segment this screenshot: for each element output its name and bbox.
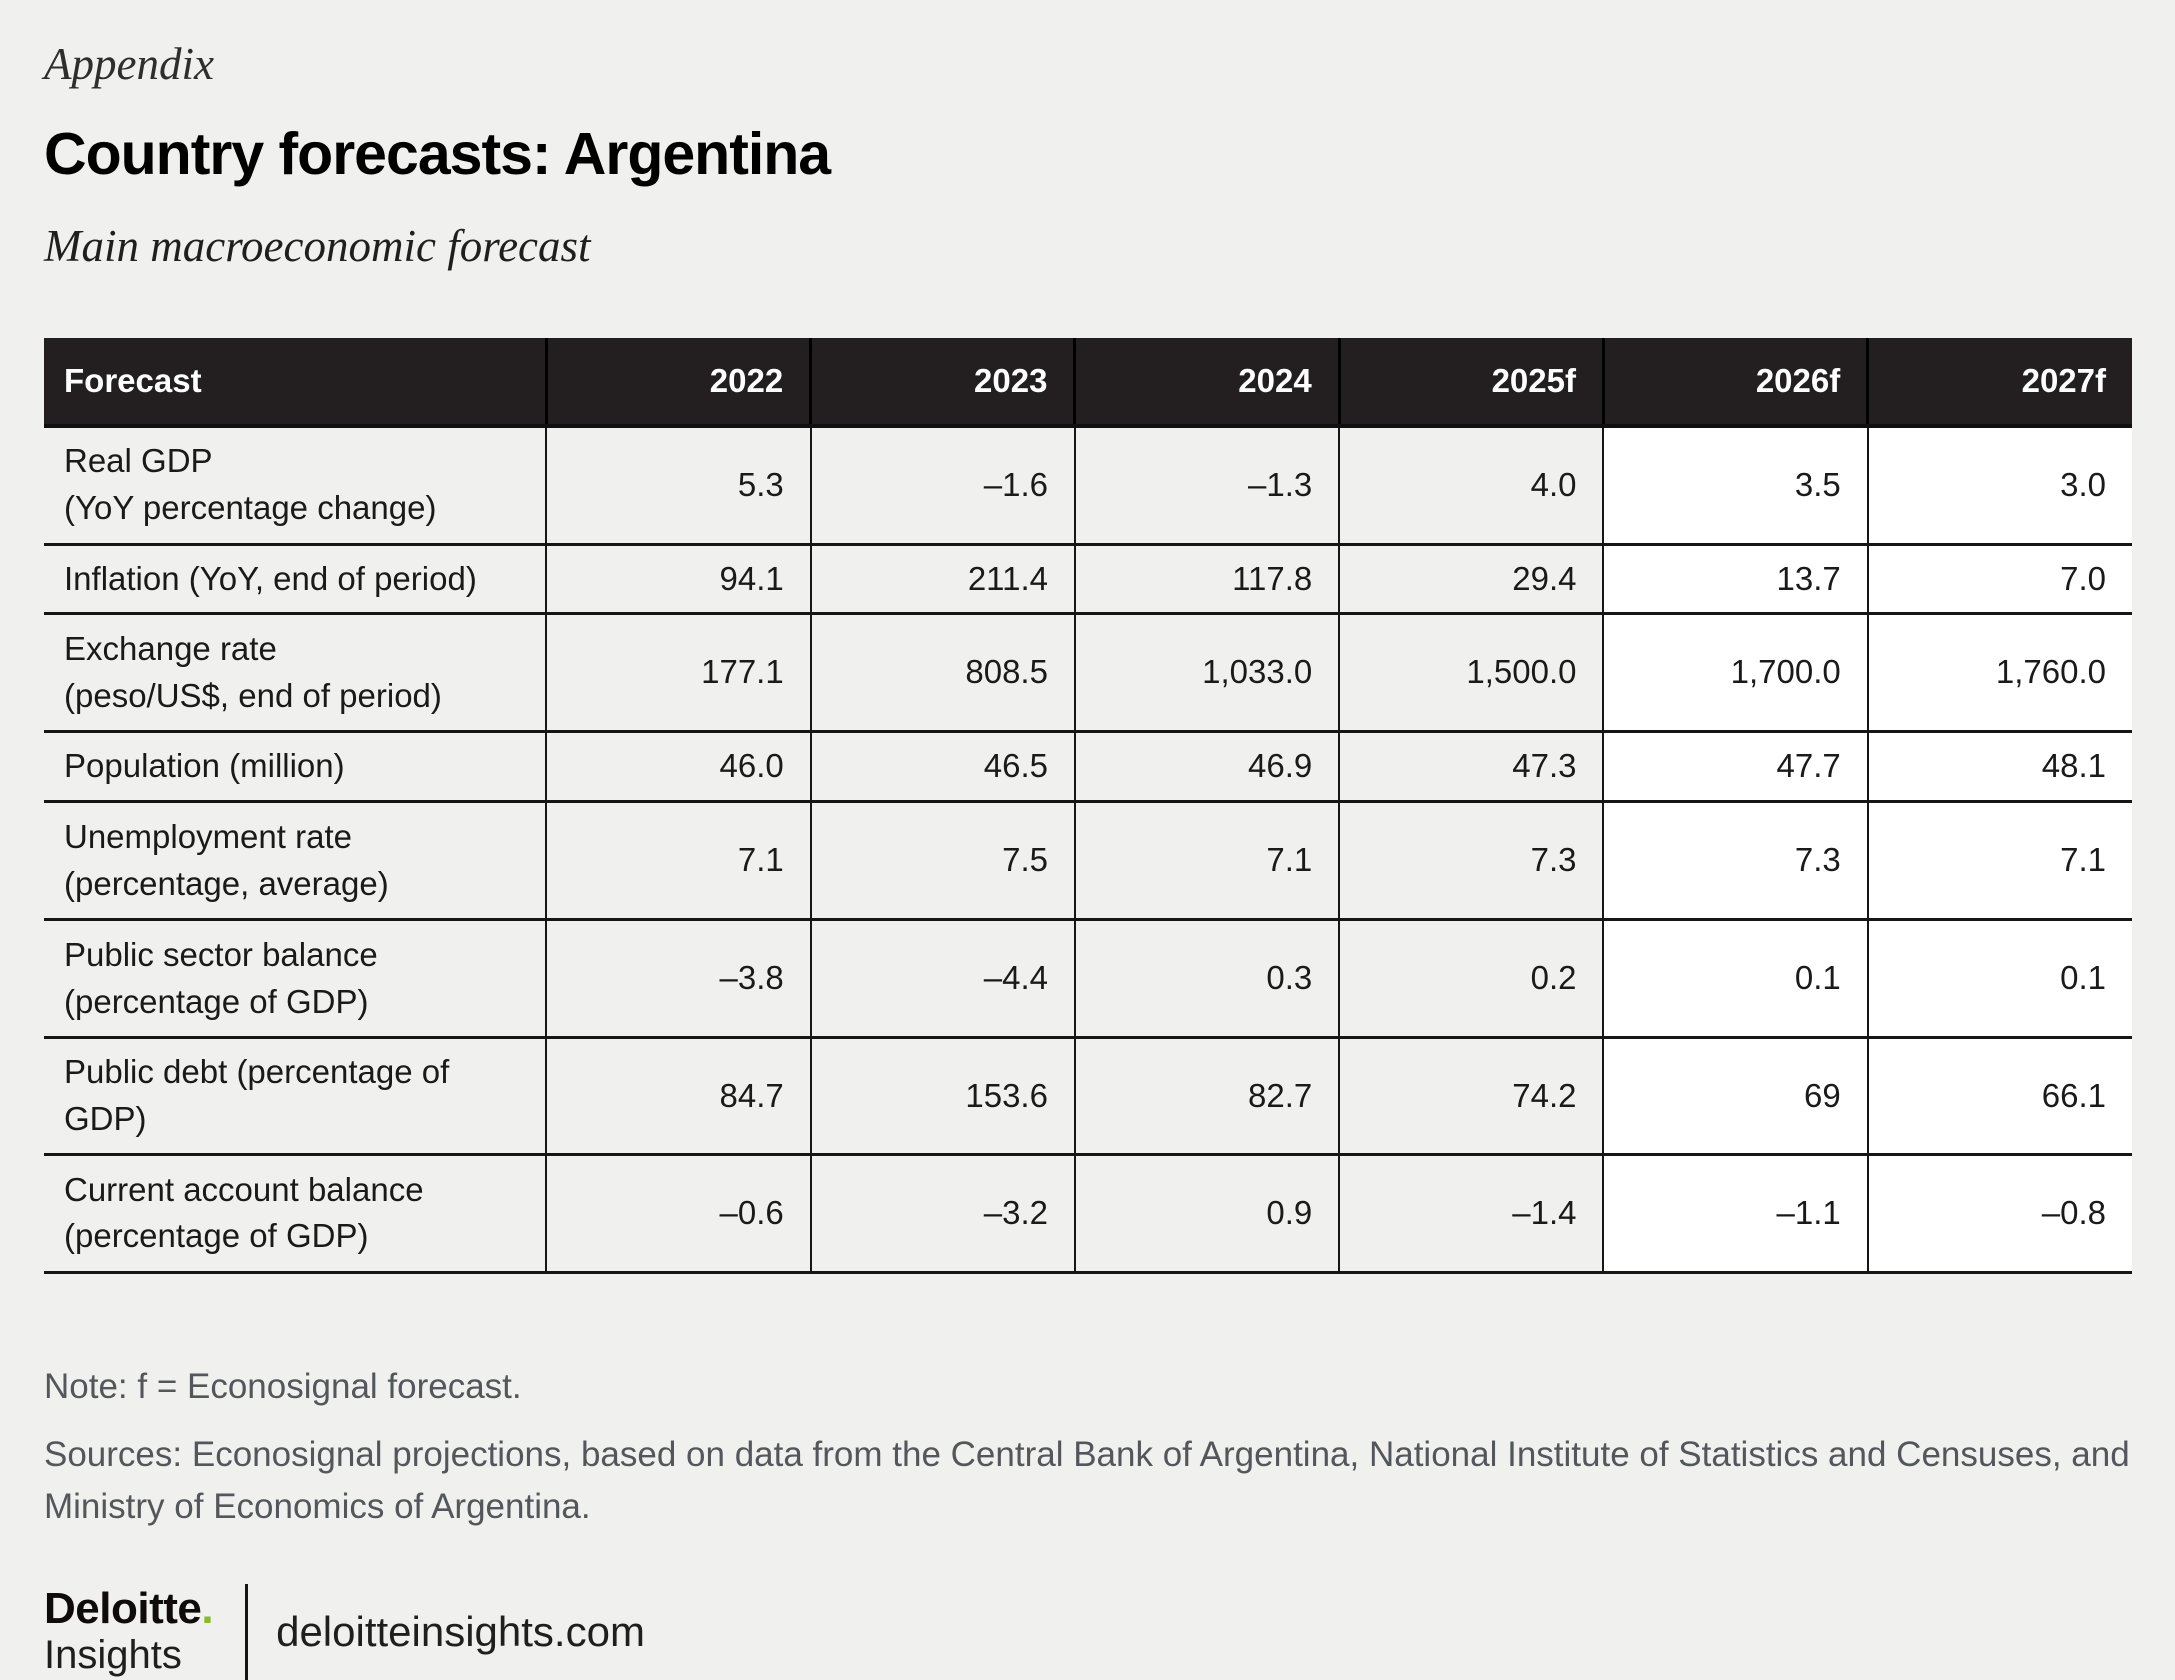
value-cell: 13.7 — [1602, 544, 1868, 616]
value-cell: 7.3 — [1338, 801, 1604, 922]
footer-site-link[interactable]: deloitteinsights.com — [276, 1607, 645, 1655]
table-row: Exchange rate (peso/US$, end of period) 1… — [44, 613, 2132, 734]
header-row: Forecast 2022 2023 2024 2025f 2026f 2027f — [44, 338, 2132, 428]
value-cell: 0.1 — [1602, 919, 1868, 1040]
column-header-2024: 2024 — [1073, 338, 1340, 428]
value-cell: –4.4 — [809, 919, 1075, 1040]
value-cell: 177.1 — [545, 613, 811, 734]
table-sources: Sources: Econosignal projections, based … — [44, 1434, 2130, 1527]
value-cell: 66.1 — [1866, 1037, 2132, 1156]
value-cell: 117.8 — [1073, 544, 1340, 616]
value-cell: 211.4 — [809, 544, 1075, 616]
brand-wordmark: Deloitte. — [44, 1583, 214, 1633]
table-row: Public sector balance (percentage of GDP… — [44, 919, 2132, 1040]
column-header-2025f: 2025f — [1337, 338, 1604, 428]
value-cell: 46.9 — [1073, 731, 1340, 804]
value-cell: 7.1 — [1866, 801, 2132, 922]
value-cell: 3.5 — [1602, 426, 1868, 546]
appendix-label: Appendix — [44, 39, 214, 89]
value-cell: 69 — [1602, 1037, 1868, 1156]
value-cell: 1,760.0 — [1866, 613, 2132, 734]
table-row: Current account balance (percentage of G… — [44, 1154, 2132, 1274]
value-cell: 48.1 — [1866, 731, 2132, 804]
column-header-2023: 2023 — [809, 338, 1075, 428]
column-header-2027f: 2027f — [1866, 338, 2132, 428]
brand-sub: Insights — [44, 1632, 182, 1677]
value-cell: 0.3 — [1073, 919, 1340, 1040]
column-header-2022: 2022 — [544, 338, 811, 428]
value-cell: 29.4 — [1338, 544, 1604, 616]
value-cell: 5.3 — [545, 426, 811, 546]
table-note: Note: f = Econosignal forecast. — [44, 1366, 522, 1406]
value-cell: 47.3 — [1338, 731, 1604, 804]
value-cell: 3.0 — [1866, 426, 2132, 546]
row-label: Real GDP (YoY percentage change) — [44, 426, 547, 546]
value-cell: –3.2 — [809, 1154, 1075, 1274]
forecast-table: Forecast 2022 2023 2024 2025f 2026f 2027f Real… — [44, 338, 2132, 1274]
value-cell: 7.1 — [545, 801, 811, 922]
value-cell: –0.6 — [545, 1154, 811, 1274]
value-cell: 47.7 — [1602, 731, 1868, 804]
value-cell: 1,700.0 — [1602, 613, 1868, 734]
value-cell: 94.1 — [545, 544, 811, 616]
row-label: Unemployment rate (percentage, average) — [44, 801, 547, 922]
column-header-forecast: Forecast — [44, 338, 547, 428]
value-cell: 84.7 — [545, 1037, 811, 1156]
value-cell: –1.1 — [1602, 1154, 1868, 1274]
value-cell: –1.6 — [809, 426, 1075, 546]
row-label: Current account balance (percentage of G… — [44, 1154, 547, 1274]
row-label: Inflation (YoY, end of period) — [44, 544, 547, 616]
row-label: Exchange rate (peso/US$, end of period) — [44, 613, 547, 734]
footer: Deloitte. Insights deloitteinsights.com — [44, 1583, 2131, 1680]
brand-green-dot: . — [201, 1583, 214, 1633]
forecast-table-header: Forecast 2022 2023 2024 2025f 2026f 2027f — [44, 338, 2132, 428]
table-row: Inflation (YoY, end of period) 94.1 211.4 1… — [44, 544, 2132, 616]
brand-name: Deloitte — [44, 1583, 202, 1633]
value-cell: 74.2 — [1338, 1037, 1604, 1156]
deloitte-insights-logo: Deloitte. Insights — [44, 1583, 214, 1680]
table-row: Unemployment rate (percentage, average) 7… — [44, 801, 2132, 922]
value-cell: –1.4 — [1338, 1154, 1604, 1274]
value-cell: 1,500.0 — [1338, 613, 1604, 734]
value-cell: 0.2 — [1338, 919, 1604, 1040]
value-cell: 0.1 — [1866, 919, 2132, 1040]
value-cell: 46.5 — [809, 731, 1075, 804]
value-cell: 7.3 — [1602, 801, 1868, 922]
value-cell: 1,033.0 — [1073, 613, 1340, 734]
table-row: Public debt (percentage of GDP) 84.7 153.6… — [44, 1037, 2132, 1156]
value-cell: 153.6 — [809, 1037, 1075, 1156]
value-cell: 0.9 — [1073, 1154, 1340, 1274]
value-cell: 808.5 — [809, 613, 1075, 734]
page-title: Country forecasts: Argentina — [44, 121, 831, 187]
table-row: Population (million) 46.0 46.5 46.9 47.3 47.7… — [44, 731, 2132, 804]
row-label: Public sector balance (percentage of GDP… — [44, 919, 547, 1040]
value-cell: –0.8 — [1866, 1154, 2132, 1274]
column-header-2026f: 2026f — [1601, 338, 1868, 428]
value-cell: 46.0 — [545, 731, 811, 804]
value-cell: 82.7 — [1073, 1037, 1340, 1156]
value-cell: 7.0 — [1866, 544, 2132, 616]
value-cell: 7.5 — [809, 801, 1075, 922]
value-cell: 7.1 — [1073, 801, 1340, 922]
value-cell: –3.8 — [545, 919, 811, 1040]
value-cell: –1.3 — [1073, 426, 1340, 546]
table-row: Real GDP (YoY percentage change) 5.3 –1.6–… — [44, 426, 2132, 546]
value-cell: 4.0 — [1338, 426, 1604, 546]
forecast-table-body: Real GDP (YoY percentage change) 5.3 –1.6–… — [44, 426, 2132, 1274]
table-subtitle: Main macroeconomic forecast — [44, 221, 591, 271]
row-label: Public debt (percentage of GDP) — [44, 1037, 547, 1156]
footer-divider — [245, 1583, 249, 1680]
row-label: Population (million) — [44, 731, 547, 804]
